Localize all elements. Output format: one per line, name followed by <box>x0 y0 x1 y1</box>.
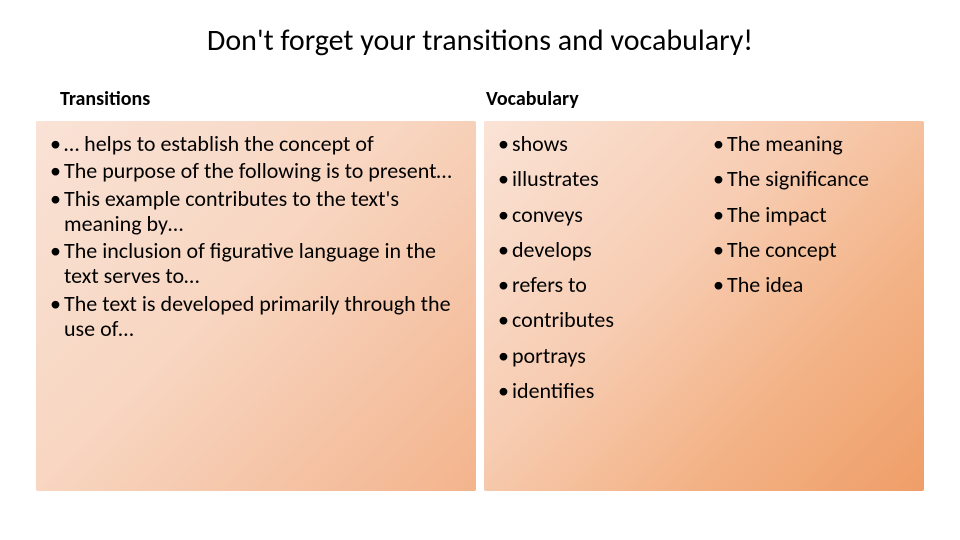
bullet-icon: • <box>50 131 64 156</box>
bullet-icon: • <box>713 272 727 297</box>
list-item: •portrays <box>498 343 695 368</box>
vocab-column-2: •The meaning •The significance •The impa… <box>713 131 910 477</box>
vocab-text: identifies <box>512 378 695 403</box>
bullet-icon: • <box>498 237 512 262</box>
list-item: •refers to <box>498 272 695 297</box>
list-item: •The meaning <box>713 131 910 156</box>
list-item: •identifies <box>498 378 695 403</box>
panel-transitions: • … helps to establish the concept of • … <box>36 121 476 491</box>
transition-text: The inclusion of figurative language in … <box>64 238 462 289</box>
list-item: • … helps to establish the concept of <box>50 131 462 156</box>
bullet-icon: • <box>50 238 64 289</box>
bullet-icon: • <box>498 378 512 403</box>
bullet-icon: • <box>713 166 727 191</box>
transition-text: The purpose of the following is to prese… <box>64 158 462 183</box>
vocab-text: The significance <box>727 166 910 191</box>
transition-text: This example contributes to the text's m… <box>64 186 462 237</box>
transition-text: … helps to establish the concept of <box>64 131 462 156</box>
slide-title: Don't forget your transitions and vocabu… <box>36 22 924 59</box>
vocab-text: The idea <box>727 272 910 297</box>
bullet-icon: • <box>50 158 64 183</box>
list-item: •conveys <box>498 202 695 227</box>
panel-vocabulary: •shows •illustrates •conveys •develops •… <box>484 121 924 491</box>
subhead-vocabulary: Vocabulary <box>480 87 924 111</box>
list-item: •develops <box>498 237 695 262</box>
bullet-icon: • <box>713 202 727 227</box>
subhead-row: Transitions Vocabulary <box>36 87 924 111</box>
list-item: •The idea <box>713 272 910 297</box>
bullet-icon: • <box>498 166 512 191</box>
vocab-text: develops <box>512 237 695 262</box>
transition-text: The text is developed primarily through … <box>64 291 462 342</box>
vocab-text: shows <box>512 131 695 156</box>
vocab-text: refers to <box>512 272 695 297</box>
vocab-text: The concept <box>727 237 910 262</box>
subhead-transitions: Transitions <box>36 87 480 111</box>
slide: Don't forget your transitions and vocabu… <box>0 0 960 540</box>
list-item: •illustrates <box>498 166 695 191</box>
list-item: • This example contributes to the text's… <box>50 186 462 237</box>
panels: • … helps to establish the concept of • … <box>36 121 924 491</box>
list-item: • The inclusion of figurative language i… <box>50 238 462 289</box>
vocab-text: illustrates <box>512 166 695 191</box>
bullet-icon: • <box>713 237 727 262</box>
list-item: •The significance <box>713 166 910 191</box>
bullet-icon: • <box>498 131 512 156</box>
bullet-icon: • <box>50 291 64 342</box>
list-item: •The concept <box>713 237 910 262</box>
bullet-icon: • <box>498 343 512 368</box>
vocab-text: conveys <box>512 202 695 227</box>
vocab-text: The meaning <box>727 131 910 156</box>
bullet-icon: • <box>498 307 512 332</box>
list-item: •The impact <box>713 202 910 227</box>
bullet-icon: • <box>498 272 512 297</box>
vocab-column-1: •shows •illustrates •conveys •develops •… <box>498 131 695 477</box>
list-item: • The purpose of the following is to pre… <box>50 158 462 183</box>
vocab-text: contributes <box>512 307 695 332</box>
list-item: •shows <box>498 131 695 156</box>
bullet-icon: • <box>713 131 727 156</box>
list-item: • The text is developed primarily throug… <box>50 291 462 342</box>
bullet-icon: • <box>50 186 64 237</box>
vocab-text: portrays <box>512 343 695 368</box>
list-item: •contributes <box>498 307 695 332</box>
vocab-text: The impact <box>727 202 910 227</box>
bullet-icon: • <box>498 202 512 227</box>
